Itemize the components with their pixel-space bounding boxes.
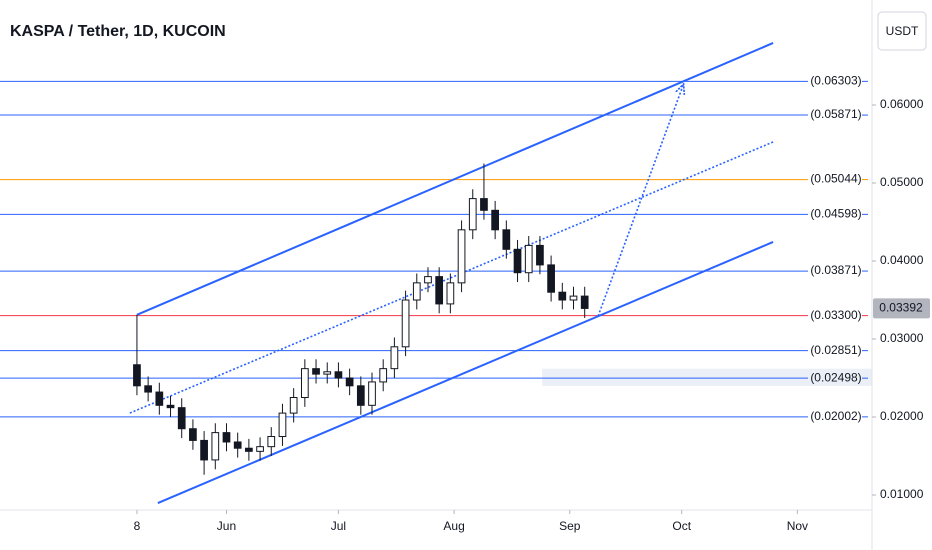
chart-title: KASPA / Tether, 1D, KUCOIN [10,23,226,40]
candle-body [424,276,432,284]
candle-body [547,264,555,293]
candle-body [155,391,164,406]
candle-body [401,299,410,348]
candle-body [558,291,567,301]
y-tick-label: 0.05000 [880,175,924,189]
candle-body [289,397,298,414]
candle-body [524,244,533,274]
candle-body [222,432,231,443]
x-tick-label: Oct [672,519,691,533]
candle-body [435,276,444,305]
level-label: (0.05044) [810,172,861,186]
candle-body [144,385,152,393]
candle-body [300,368,309,399]
candle-body [468,198,477,231]
candle-body [334,371,343,379]
y-tick-label: 0.03000 [880,331,924,345]
candle-body [356,385,365,406]
x-tick-label: Aug [443,519,464,533]
x-tick-label: Nov [787,519,808,533]
level-label: (0.05871) [810,107,861,121]
y-tick-label: 0.02000 [880,409,924,423]
x-tick-label: Sep [559,519,581,533]
level-label: (0.03300) [810,308,861,322]
candle-body [569,295,578,301]
currency-button[interactable] [877,11,927,51]
candle-body [323,371,332,375]
level-label: (0.02851) [810,343,861,357]
zone [542,368,872,386]
arrow-trend-line [597,85,683,317]
plot-area: (0.06303) (0.05871) (0.05044) (0.04598) (0.0… [0,42,872,504]
candle-body [278,412,287,438]
x-tick-label: 8 [134,519,141,533]
candle-body [580,295,589,309]
candle-body [245,447,253,452]
y-tick-label: 0.06000 [880,97,924,111]
candle-body [446,282,455,305]
last-price-label: 0.03392 [879,301,923,315]
candle-body [177,407,186,430]
solid-trend-line [136,42,774,316]
candle-body [189,428,197,441]
candle-body [267,436,276,448]
level-label: (0.04598) [810,207,861,221]
candle-body [256,446,264,452]
x-tick-label: Jul [331,519,346,533]
candle-body [480,198,488,211]
candle-body [233,441,242,449]
candle-body [166,404,175,409]
candle-body [513,248,522,274]
candle-body [502,229,511,250]
candle-body [368,381,376,406]
level-label: (0.03871) [810,263,861,277]
y-tick-label: 0.01000 [880,487,924,501]
currency-label[interactable]: USDT [886,24,919,38]
candle-body [390,346,399,370]
x-tick-label: Jun [217,519,236,533]
candle-body [379,368,388,383]
last-price-badge [873,298,930,319]
candle-body [200,439,208,461]
candle-body [491,209,499,231]
candle-body [345,377,354,387]
level-label: (0.02002) [810,409,861,423]
candle-body [312,368,320,375]
y-tick-label: 0.04000 [880,253,924,267]
level-label: (0.06303) [810,74,861,88]
candle-body [536,244,544,266]
level-label: (0.02498) [810,370,861,384]
candle-body [211,432,220,461]
candle-body [412,282,421,301]
candle-body [457,229,466,284]
candle-body [133,364,141,387]
dotted-trend-line [129,141,774,414]
